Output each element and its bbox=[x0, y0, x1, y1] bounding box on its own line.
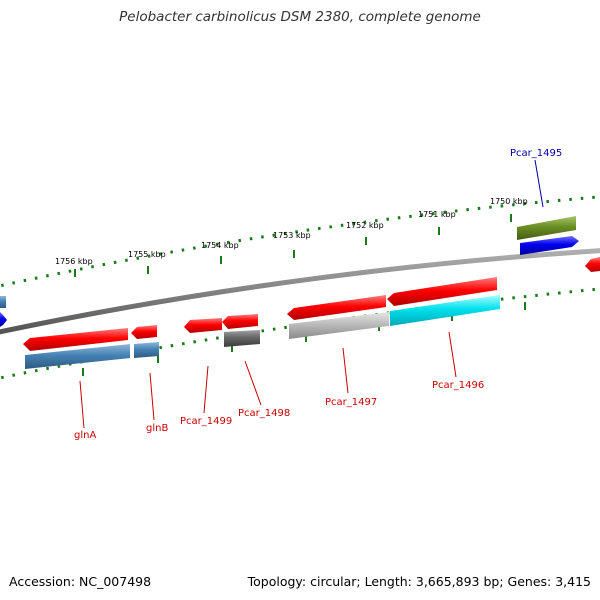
gene-label-pcar1497[interactable]: Pcar_1497 bbox=[325, 397, 377, 408]
feature-red-pcar1499[interactable] bbox=[184, 318, 222, 333]
feature-olive-pcar1495[interactable] bbox=[517, 216, 576, 240]
feature-silver-pcar1497[interactable] bbox=[289, 312, 389, 339]
gene-label-pcar1496[interactable]: Pcar_1496 bbox=[432, 380, 484, 391]
genome-backbone bbox=[0, 248, 600, 335]
leader-pcar1499 bbox=[203, 365, 209, 414]
gene-label-pcar1499[interactable]: Pcar_1499 bbox=[180, 416, 232, 427]
gene-label-pcar1495[interactable]: Pcar_1495 bbox=[510, 148, 562, 159]
feature-red-pcar1498[interactable] bbox=[222, 314, 258, 329]
feature-red-glnA[interactable] bbox=[23, 328, 128, 351]
feature-steelblue-glnB[interactable] bbox=[134, 342, 159, 358]
feature-red-pcar1496[interactable] bbox=[387, 277, 497, 306]
map-title: Pelobacter carbinolicus DSM 2380, comple… bbox=[119, 9, 481, 25]
scale-label-1752: 1752 kbp bbox=[346, 221, 384, 230]
scale-label-1751: 1751 kbp bbox=[418, 210, 456, 219]
feature-red-pcar1497[interactable] bbox=[287, 295, 386, 320]
feature-blue-pcar1495[interactable] bbox=[520, 236, 579, 255]
leader-pcar1498 bbox=[244, 360, 262, 406]
gene-label-glnA[interactable]: glnA bbox=[74, 430, 96, 441]
feature-steelblue-glnA[interactable] bbox=[25, 344, 130, 369]
feature-gray-pcar1498[interactable] bbox=[224, 330, 260, 347]
genome-stats-footer: Topology: circular; Length: 3,665,893 bp… bbox=[247, 574, 591, 589]
outer-ring-dots bbox=[0, 195, 600, 288]
feature-red-glnB[interactable] bbox=[131, 325, 157, 339]
leader-glnA bbox=[79, 380, 85, 429]
feature-blue-partial-left[interactable] bbox=[0, 312, 7, 327]
gene-leaders bbox=[79, 159, 544, 429]
leader-pcar1496 bbox=[448, 331, 457, 378]
scale-label-1755: 1755 kbp bbox=[128, 250, 166, 259]
leader-pcar1495 bbox=[534, 159, 544, 208]
gene-labels: glnA glnB Pcar_1499 Pcar_1498 Pcar_1497 … bbox=[74, 148, 562, 441]
leader-glnB bbox=[149, 372, 155, 421]
feature-steelblue-partial-left[interactable] bbox=[0, 296, 6, 308]
scale-label-1754: 1754 kbp bbox=[201, 241, 239, 250]
gene-label-glnB[interactable]: glnB bbox=[146, 423, 168, 434]
scale-labels: 1756 kbp 1755 kbp 1754 kbp 1753 kbp 1752… bbox=[55, 197, 528, 266]
leader-pcar1497 bbox=[342, 347, 349, 394]
outer-scale-ring bbox=[0, 195, 600, 288]
feature-red-partial-right[interactable] bbox=[585, 257, 600, 272]
accession-footer: Accession: NC_007498 bbox=[9, 574, 152, 589]
gene-label-pcar1498[interactable]: Pcar_1498 bbox=[238, 408, 290, 419]
feature-cyan-pcar1496[interactable] bbox=[390, 295, 500, 326]
scale-label-1756: 1756 kbp bbox=[55, 257, 93, 266]
scale-label-1753: 1753 kbp bbox=[273, 231, 311, 240]
scale-label-1750: 1750 kbp bbox=[490, 197, 528, 206]
